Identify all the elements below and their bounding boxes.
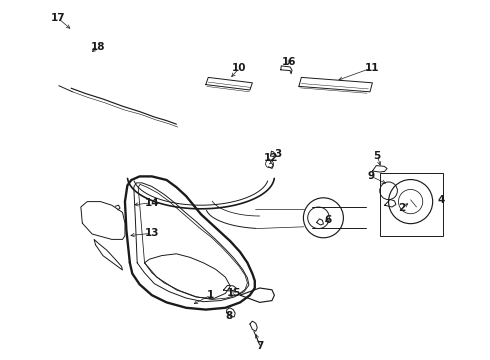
Text: 5: 5	[374, 150, 381, 161]
Text: 13: 13	[145, 228, 159, 238]
Text: 1: 1	[207, 290, 214, 300]
Text: 9: 9	[368, 171, 375, 181]
Text: 18: 18	[91, 42, 105, 52]
Text: 14: 14	[145, 198, 159, 208]
Text: 12: 12	[264, 153, 278, 163]
Text: 16: 16	[282, 57, 296, 67]
Text: 6: 6	[325, 215, 332, 225]
Text: 3: 3	[275, 149, 282, 159]
Text: 4: 4	[437, 195, 445, 205]
Text: 17: 17	[50, 13, 65, 23]
Text: 7: 7	[256, 341, 264, 351]
Text: 15: 15	[227, 288, 242, 298]
Text: 10: 10	[232, 63, 246, 73]
Text: 2: 2	[398, 203, 405, 213]
Bar	[380, 173, 443, 236]
Text: 8: 8	[226, 311, 233, 321]
Text: 11: 11	[365, 63, 380, 73]
